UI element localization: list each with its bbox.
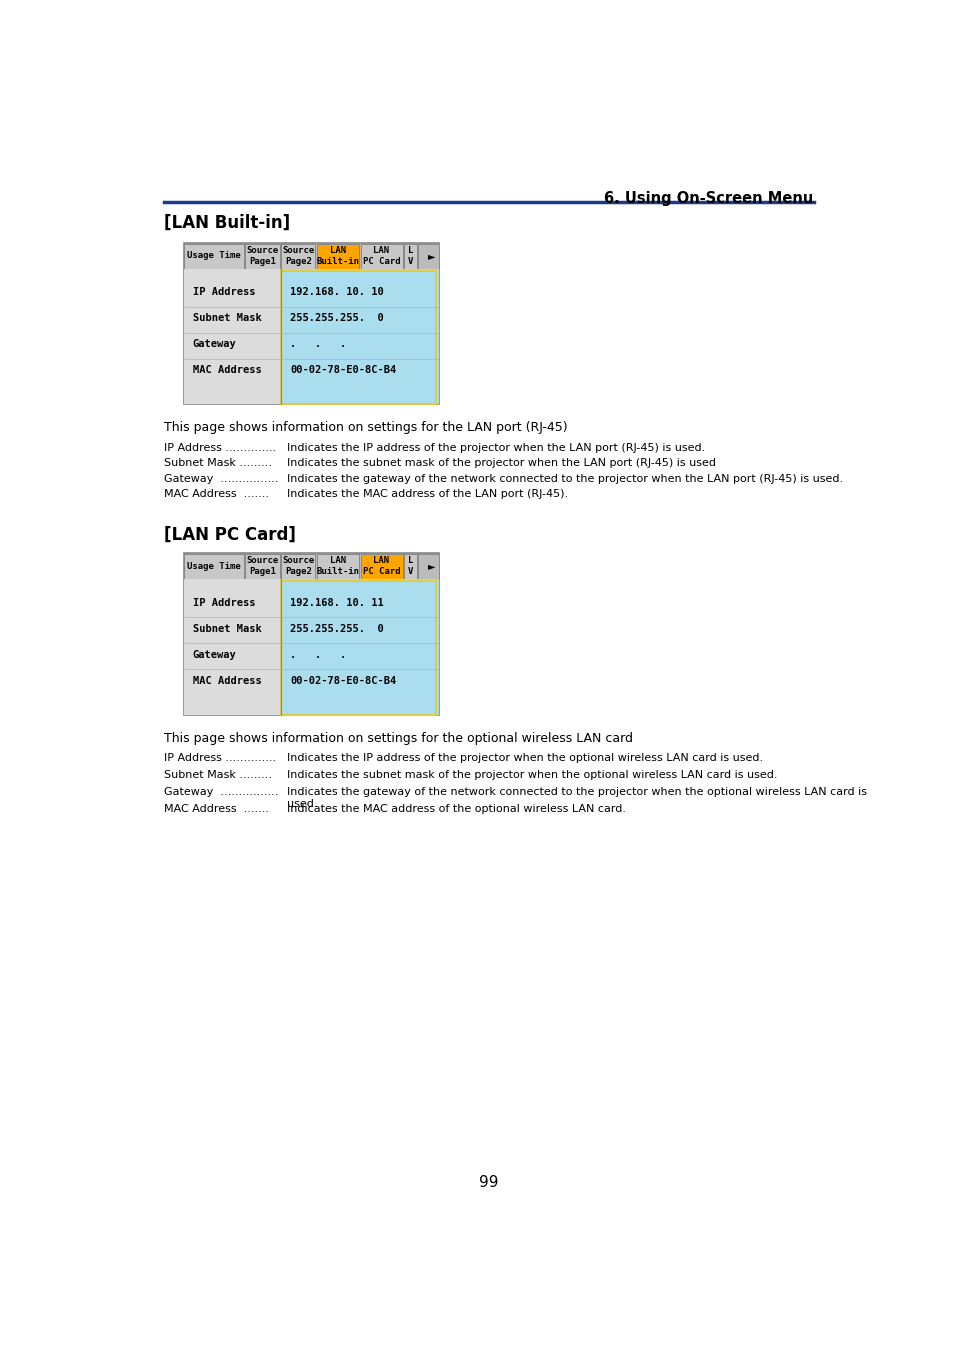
Bar	[245, 554, 279, 580]
Text: IP Address: IP Address	[193, 597, 255, 608]
Text: Gateway  ................: Gateway ................	[164, 473, 278, 484]
Text: LAN: LAN	[374, 245, 389, 255]
Bar	[417, 244, 439, 268]
Bar	[316, 244, 358, 268]
Text: IP Address: IP Address	[193, 287, 255, 298]
Text: 192.168. 10. 11: 192.168. 10. 11	[290, 597, 383, 608]
Bar	[280, 271, 436, 404]
Text: Usage Time: Usage Time	[187, 251, 241, 260]
Text: LAN: LAN	[330, 245, 346, 255]
Text: Subnet Mask: Subnet Mask	[193, 624, 261, 634]
Text: Source: Source	[282, 557, 314, 565]
Text: V: V	[407, 568, 413, 576]
Text: PC Card: PC Card	[362, 256, 400, 266]
Bar	[280, 268, 439, 404]
Text: LAN: LAN	[374, 557, 389, 565]
Text: Built-in: Built-in	[316, 568, 359, 576]
Text: Indicates the MAC address of the LAN port (RJ-45).: Indicates the MAC address of the LAN por…	[286, 489, 567, 499]
Text: Source: Source	[282, 245, 314, 255]
Bar	[360, 554, 402, 580]
Text: Page1: Page1	[249, 568, 275, 576]
Bar	[360, 244, 402, 268]
Text: Usage Time: Usage Time	[187, 562, 241, 570]
Text: PC Card: PC Card	[362, 568, 400, 576]
Bar	[183, 580, 280, 714]
Text: Page2: Page2	[285, 568, 312, 576]
Text: Indicates the IP address of the projector when the optional wireless LAN card is: Indicates the IP address of the projecto…	[286, 754, 762, 763]
Text: Indicates the gateway of the network connected to the projector when the LAN por: Indicates the gateway of the network con…	[286, 473, 841, 484]
Text: [LAN PC Card]: [LAN PC Card]	[164, 526, 295, 545]
Text: Gateway  ................: Gateway ................	[164, 787, 278, 797]
Bar	[183, 243, 439, 404]
Text: MAC Address  .......: MAC Address .......	[164, 803, 269, 814]
Text: ►: ►	[428, 251, 435, 260]
Bar	[183, 268, 280, 404]
Text: .   .   .: . . .	[290, 650, 346, 659]
Text: L: L	[407, 557, 413, 565]
Text: Subnet Mask .........: Subnet Mask .........	[164, 770, 272, 780]
Bar	[281, 554, 315, 580]
Text: Page2: Page2	[285, 256, 312, 266]
Text: Gateway: Gateway	[193, 340, 236, 349]
Bar	[245, 244, 279, 268]
Bar	[417, 554, 439, 580]
Bar	[280, 581, 436, 714]
Bar	[404, 554, 416, 580]
Text: Source: Source	[246, 245, 278, 255]
Text: Indicates the gateway of the network connected to the projector when the optiona: Indicates the gateway of the network con…	[286, 787, 865, 809]
Text: This page shows information on settings for the optional wireless LAN card: This page shows information on settings …	[164, 732, 633, 744]
Text: .   .   .: . . .	[290, 340, 346, 349]
Bar	[183, 553, 439, 714]
Bar	[281, 244, 315, 268]
Bar	[316, 554, 358, 580]
Text: Indicates the MAC address of the optional wireless LAN card.: Indicates the MAC address of the optiona…	[286, 803, 625, 814]
Text: V: V	[407, 256, 413, 266]
Text: IP Address ..............: IP Address ..............	[164, 442, 276, 453]
Text: MAC Address  .......: MAC Address .......	[164, 489, 269, 499]
Text: Built-in: Built-in	[316, 256, 359, 266]
Text: MAC Address: MAC Address	[193, 675, 261, 686]
Text: Gateway: Gateway	[193, 650, 236, 659]
Text: Page1: Page1	[249, 256, 275, 266]
Bar	[184, 554, 244, 580]
Bar	[184, 244, 244, 268]
Text: Source: Source	[246, 557, 278, 565]
Text: L: L	[407, 245, 413, 255]
Text: 99: 99	[478, 1175, 498, 1190]
Text: 255.255.255.  0: 255.255.255. 0	[290, 624, 383, 634]
Text: LAN: LAN	[330, 557, 346, 565]
Text: Indicates the subnet mask of the projector when the LAN port (RJ-45) is used: Indicates the subnet mask of the project…	[286, 458, 715, 468]
Bar	[280, 580, 439, 714]
Text: ►: ►	[428, 561, 435, 572]
Text: 6. Using On-Screen Menu: 6. Using On-Screen Menu	[604, 191, 813, 206]
Text: Subnet Mask .........: Subnet Mask .........	[164, 458, 272, 468]
Text: 255.255.255.  0: 255.255.255. 0	[290, 313, 383, 324]
Text: 192.168. 10. 10: 192.168. 10. 10	[290, 287, 383, 298]
Text: Subnet Mask: Subnet Mask	[193, 313, 261, 324]
Text: 00-02-78-E0-8C-B4: 00-02-78-E0-8C-B4	[290, 365, 395, 376]
Text: Indicates the IP address of the projector when the LAN port (RJ-45) is used.: Indicates the IP address of the projecto…	[286, 442, 704, 453]
Text: [LAN Built-in]: [LAN Built-in]	[164, 214, 290, 232]
Text: Indicates the subnet mask of the projector when the optional wireless LAN card i: Indicates the subnet mask of the project…	[286, 770, 777, 780]
Text: MAC Address: MAC Address	[193, 365, 261, 376]
Bar	[404, 244, 416, 268]
Text: This page shows information on settings for the LAN port (RJ-45): This page shows information on settings …	[164, 421, 567, 434]
Text: 00-02-78-E0-8C-B4: 00-02-78-E0-8C-B4	[290, 675, 395, 686]
Text: IP Address ..............: IP Address ..............	[164, 754, 276, 763]
